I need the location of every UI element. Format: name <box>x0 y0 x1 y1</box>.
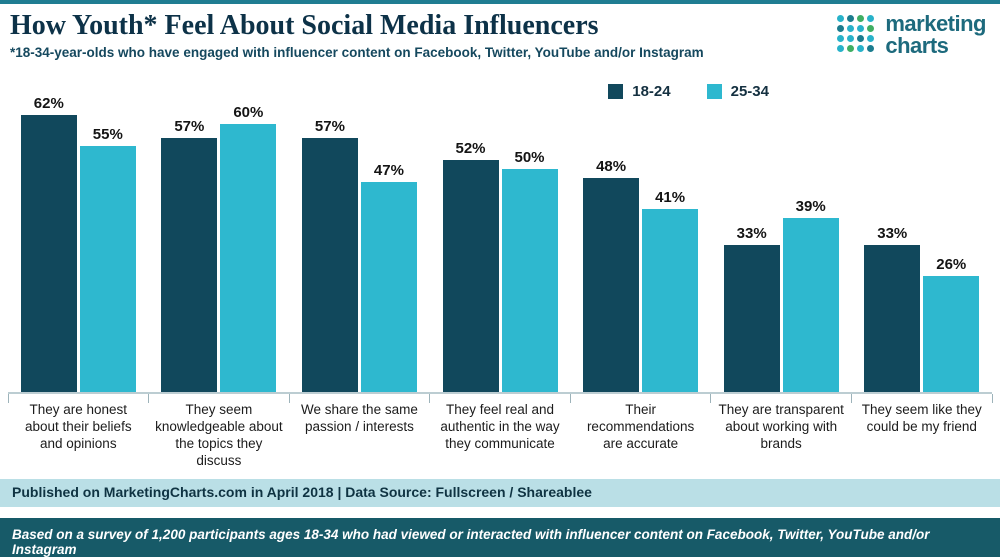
bar-value-label: 47% <box>373 162 404 180</box>
survey-note-bar: Based on a survey of 1,200 participants … <box>0 518 1000 557</box>
bar-column: 50% <box>501 80 558 392</box>
bar-column: 41% <box>642 80 699 392</box>
bar-18-24 <box>20 115 77 392</box>
bar-25-34 <box>782 217 839 392</box>
bar-column: 55% <box>79 80 136 392</box>
bar-group: 57% 60% <box>149 80 290 392</box>
category-label: They are honest about their beliefs and … <box>7 393 149 480</box>
publication-bar: Published on MarketingCharts.com in Apri… <box>0 479 1000 508</box>
bar-value-label: 41% <box>655 188 686 206</box>
bar-value-label: 62% <box>33 95 64 113</box>
category-label: They feel real and authentic in the way … <box>429 393 571 480</box>
legend-label-18-24: 18-24 <box>632 82 671 100</box>
legend-swatch-18-24 <box>608 83 624 99</box>
category-label: We share the same passion / interests <box>288 393 430 480</box>
bar-25-34 <box>501 168 558 392</box>
bar-18-24 <box>301 137 358 392</box>
bar-18-24 <box>583 177 640 392</box>
bar-value-label: 55% <box>92 126 123 144</box>
bar-18-24 <box>864 244 921 392</box>
bar-18-24 <box>442 159 499 392</box>
header: How Youth* Feel About Social Media Influ… <box>0 4 1000 80</box>
legend-item-18-24: 18-24 <box>608 82 671 100</box>
legend: 18-24 25-34 <box>608 83 769 100</box>
bar-18-24 <box>723 244 780 392</box>
bar-value-label: 48% <box>596 157 627 175</box>
bar-group: 33% 26% <box>851 80 992 392</box>
category-label: They seem knowledgeable about the topics… <box>148 393 290 480</box>
bar-column: 62% <box>20 80 77 392</box>
bar-column: 57% <box>161 80 218 392</box>
bar-column: 33% <box>723 80 780 392</box>
bar-column: 48% <box>583 80 640 392</box>
bar-value-label: 39% <box>795 197 826 215</box>
logo-line-charts: charts <box>885 33 949 59</box>
bar-column: 47% <box>360 80 417 392</box>
bar-value-label: 33% <box>877 224 908 242</box>
bar-column: 60% <box>220 80 277 392</box>
page-title: How Youth* Feel About Social Media Influ… <box>10 10 599 41</box>
bar-column: 57% <box>301 80 358 392</box>
header-titles: How Youth* Feel About Social Media Influ… <box>10 10 704 60</box>
bar-value-label: 52% <box>455 139 486 157</box>
bar-value-label: 60% <box>233 104 264 122</box>
bar-column: 33% <box>864 80 921 392</box>
page-subtitle: *18-34-year-olds who have engaged with i… <box>10 45 704 61</box>
bar-group: 33% 39% <box>711 80 852 392</box>
legend-label-25-34: 25-34 <box>730 82 769 100</box>
marketingcharts-logo-dots-icon <box>837 13 876 54</box>
bar-group: 48% 41% <box>570 80 711 392</box>
bar-column: 26% <box>923 80 980 392</box>
category-label: Their recommendations are accurate <box>569 393 711 480</box>
category-label: They are transparent about working with … <box>710 393 852 480</box>
bar-group: 52% 50% <box>430 80 571 392</box>
category-axis: They are honest about their beliefs and … <box>7 391 993 480</box>
footer-spacer <box>0 507 1000 518</box>
bar-25-34 <box>79 146 136 392</box>
plot-area: 18-24 25-34 62% 55% 57% <box>8 80 992 392</box>
bar-column: 52% <box>442 80 499 392</box>
legend-item-25-34: 25-34 <box>706 82 769 100</box>
bar-value-label: 26% <box>936 255 967 273</box>
marketingcharts-logo-text: marketing charts <box>885 11 986 59</box>
bar-25-34 <box>642 208 699 392</box>
bar-group: 57% 47% <box>289 80 430 392</box>
marketingcharts-logo: marketing charts <box>837 10 986 58</box>
bar-25-34 <box>923 275 980 392</box>
legend-swatch-25-34 <box>706 83 722 99</box>
bar-value-label: 57% <box>314 117 345 135</box>
logo-line-marketing: marketing <box>885 11 986 36</box>
category-label: They seem like they could be my friend <box>850 393 993 480</box>
bar-18-24 <box>161 137 218 392</box>
bar-value-label: 50% <box>514 148 545 166</box>
bar-chart: 18-24 25-34 62% 55% 57% <box>0 80 1000 392</box>
bar-25-34 <box>220 124 277 392</box>
bar-group: 62% 55% <box>8 80 149 392</box>
bar-column: 39% <box>782 80 839 392</box>
bar-value-label: 57% <box>174 117 205 135</box>
bar-25-34 <box>360 182 417 392</box>
bar-value-label: 33% <box>736 224 767 242</box>
